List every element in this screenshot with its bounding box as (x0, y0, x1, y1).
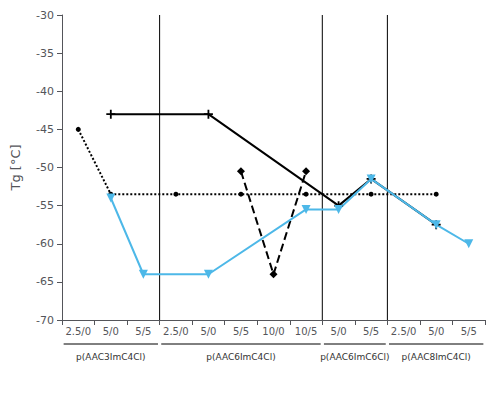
svg-text:Tg [°C]: Tg [°C] (8, 144, 23, 191)
svg-text:-70: -70 (36, 314, 54, 327)
svg-text:-30: -30 (36, 9, 54, 22)
svg-text:5/0: 5/0 (428, 326, 444, 337)
svg-text:-60: -60 (36, 237, 54, 250)
svg-text:5/0: 5/0 (331, 326, 347, 337)
svg-text:p(AAC8ImC4Cl): p(AAC8ImC4Cl) (402, 352, 471, 362)
svg-text:5/5: 5/5 (461, 326, 477, 337)
svg-text:p(AAC6ImC6Cl): p(AAC6ImC6Cl) (320, 352, 389, 362)
svg-text:-40: -40 (36, 85, 54, 98)
svg-text:5/5: 5/5 (135, 326, 151, 337)
svg-text:5/5: 5/5 (233, 326, 249, 337)
svg-text:-55: -55 (36, 199, 54, 212)
svg-text:2.5/0: 2.5/0 (163, 326, 189, 337)
svg-text:10/0: 10/0 (262, 326, 284, 337)
svg-text:p(AAC6ImC4Cl): p(AAC6ImC4Cl) (206, 352, 275, 362)
svg-text:-50: -50 (36, 161, 54, 174)
svg-text:p(AAC3ImC4Cl): p(AAC3ImC4Cl) (76, 352, 145, 362)
svg-text:5/5: 5/5 (363, 326, 379, 337)
svg-text:10/5: 10/5 (295, 326, 317, 337)
svg-text:2.5/0: 2.5/0 (391, 326, 417, 337)
svg-text:2.5/0: 2.5/0 (65, 326, 91, 337)
svg-text:-65: -65 (36, 275, 54, 288)
svg-text:5/0: 5/0 (200, 326, 216, 337)
svg-text:-35: -35 (36, 47, 54, 60)
svg-text:-45: -45 (36, 123, 54, 136)
svg-text:5/0: 5/0 (103, 326, 119, 337)
